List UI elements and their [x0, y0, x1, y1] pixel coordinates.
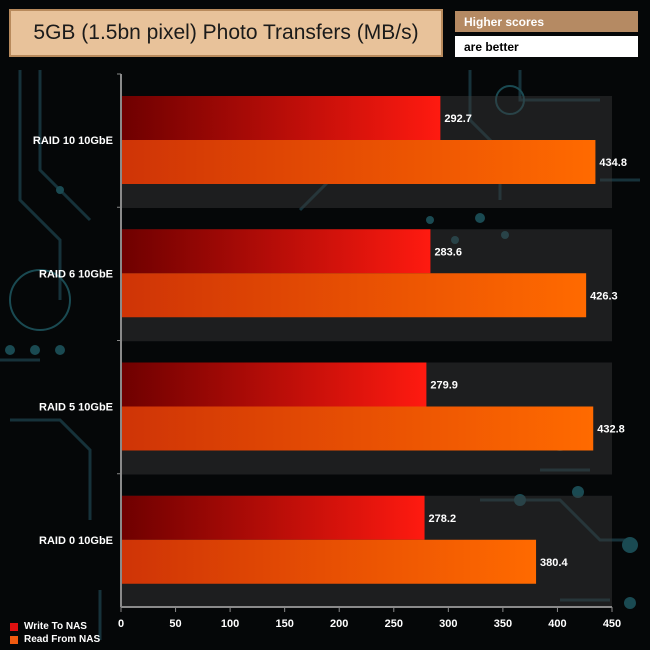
- data-label: 434.8: [599, 157, 627, 169]
- x-tick-label: 50: [169, 618, 181, 630]
- legend-label-read: Read From NAS: [24, 634, 101, 645]
- legend: Write To NAS Read From NAS: [10, 620, 100, 646]
- category-label: RAID 6 10GbE: [39, 268, 113, 280]
- data-label: 432.8: [597, 424, 625, 436]
- x-tick-label: 350: [494, 618, 512, 630]
- category-label: RAID 0 10GbE: [39, 535, 113, 547]
- legend-swatch-write: [10, 622, 18, 631]
- legend-swatch-read: [10, 635, 18, 644]
- bar-read: [121, 406, 594, 451]
- data-label: 380.4: [540, 557, 568, 569]
- bar-read: [121, 273, 587, 318]
- x-tick-label: 400: [548, 618, 566, 630]
- x-tick-label: 200: [330, 618, 348, 630]
- category-label: RAID 5 10GbE: [39, 402, 113, 414]
- category-label: RAID 10 10GbE: [33, 135, 113, 147]
- x-tick-label: 300: [439, 618, 457, 630]
- bar-write: [121, 362, 427, 407]
- bar-read: [121, 539, 537, 584]
- chart-title: 5GB (1.5bn pixel) Photo Transfers (MB/s): [9, 9, 443, 57]
- data-label: 292.7: [444, 113, 472, 125]
- data-label: 283.6: [434, 246, 462, 258]
- hint-higher-scores: Higher scores: [455, 11, 638, 32]
- legend-item-read: Read From NAS: [10, 633, 100, 646]
- data-label: 278.2: [429, 513, 457, 525]
- legend-label-write: Write To NAS: [24, 621, 87, 632]
- x-tick-label: 150: [275, 618, 293, 630]
- bar-read: [121, 140, 596, 184]
- bar-write: [121, 96, 441, 140]
- data-label: 426.3: [590, 290, 618, 302]
- data-label: 279.9: [430, 380, 458, 392]
- x-tick-label: 250: [385, 618, 403, 630]
- x-tick-label: 0: [118, 618, 124, 630]
- bar-write: [121, 495, 425, 540]
- bar-write: [121, 229, 431, 274]
- hint-are-better: are better: [455, 36, 638, 57]
- legend-item-write: Write To NAS: [10, 620, 100, 633]
- x-tick-label: 450: [603, 618, 621, 630]
- x-tick-label: 100: [221, 618, 239, 630]
